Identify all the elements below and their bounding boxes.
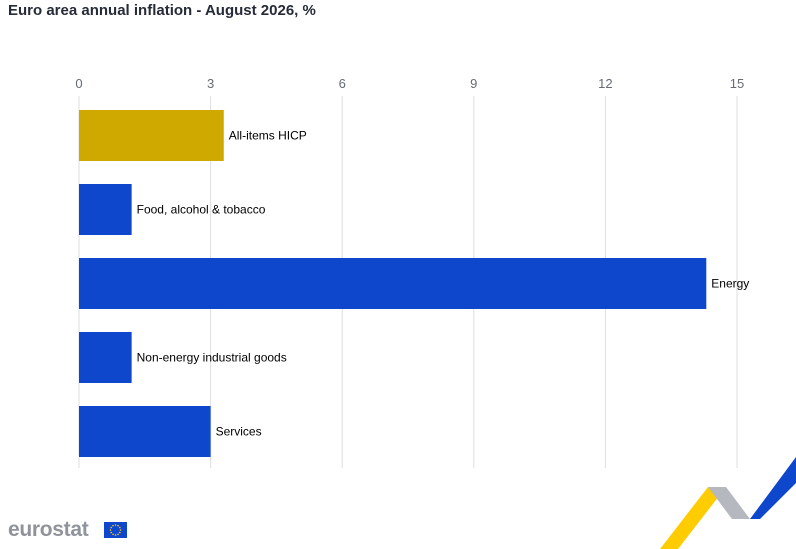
x-tick-label: 15 [730,76,744,91]
flag-star [119,531,121,534]
x-tick-label: 0 [75,76,82,91]
bar [79,406,211,457]
x-tick-label: 6 [339,76,346,91]
x-tick-label: 12 [598,76,612,91]
flag-star [114,534,117,536]
bar-category-label: Energy [711,277,749,291]
flag-star [109,529,112,531]
bar [79,110,224,161]
bar-category-label: All-items HICP [229,129,307,143]
flag-star [112,524,114,527]
bar-category-label: Non-energy industrial goods [137,351,287,365]
bar-category-label: Services [216,425,262,439]
flag-star [114,524,117,526]
bar [79,332,132,383]
eurostat-logo: eurostat [8,518,89,541]
bar [79,184,132,235]
x-tick-label: 9 [470,76,477,91]
bar [79,258,707,309]
flag-star [119,526,121,529]
chart-title: Euro area annual inflation - August 2026… [8,2,316,19]
flag-star [119,529,122,531]
eu-flag-icon [104,522,127,538]
x-tick-label: 3 [207,76,214,91]
flag-star [112,533,114,536]
flag-star [117,533,119,536]
flag-star [110,531,112,534]
bar-category-label: Food, alcohol & tobacco [137,203,266,217]
flag-star [110,526,112,529]
flag-star [117,524,119,527]
eurostat-ribbon-icon [660,457,796,549]
